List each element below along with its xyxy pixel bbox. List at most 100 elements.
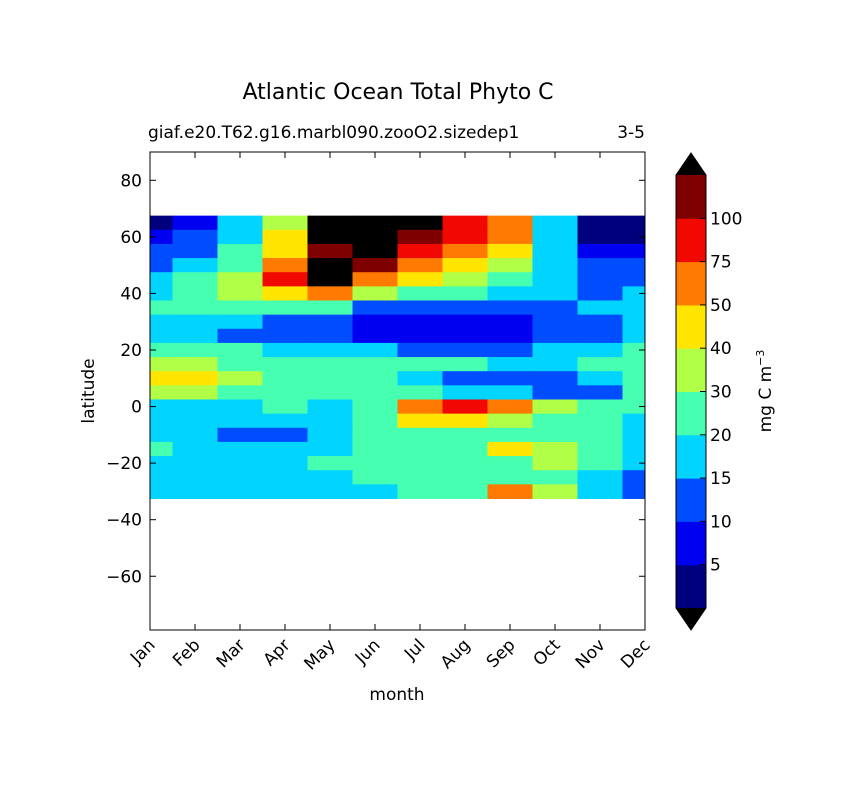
contour-cell (397, 258, 443, 273)
contour-cell (150, 357, 173, 372)
contour-cell (172, 272, 218, 287)
contour-cell (352, 229, 398, 245)
contour-cell (577, 286, 623, 301)
contour-cell (307, 385, 353, 400)
contour-cell (442, 272, 488, 287)
contour-field (150, 215, 645, 499)
contour-cell (172, 456, 218, 471)
colorbar-extend-under (676, 608, 706, 630)
contour-cell (217, 243, 263, 259)
contour-cell (532, 456, 578, 471)
contour-cell (532, 357, 578, 372)
contour-cell (577, 342, 623, 358)
y-tick-label: −60 (106, 567, 142, 587)
contour-cell (352, 470, 398, 485)
contour-cell (217, 456, 263, 471)
contour-cell (532, 470, 578, 485)
contour-cell (172, 258, 218, 273)
contour-cell (307, 300, 353, 316)
contour-cell (487, 456, 533, 471)
contour-cell (622, 300, 645, 316)
colorbar-segment (676, 304, 706, 349)
subtitle: 3-5 (617, 123, 645, 143)
colorbar-tick-label: 50 (710, 296, 732, 316)
contour-cell (150, 484, 173, 499)
contour-cell (217, 342, 263, 358)
x-tick-label: Jul (400, 635, 429, 664)
contour-cell (397, 314, 443, 330)
contour-cell (307, 314, 353, 330)
contour-cell (352, 385, 398, 400)
contour-cell (262, 215, 308, 231)
contour-cell (577, 243, 623, 259)
contour-cell (397, 371, 443, 386)
contour-cell (397, 215, 443, 231)
contour-cell (150, 399, 173, 415)
contour-cell (150, 243, 173, 259)
contour-cell (487, 229, 533, 245)
x-tick-label: Nov (572, 635, 610, 673)
contour-cell (262, 300, 308, 316)
contour-cell (217, 385, 263, 400)
contour-cell (217, 272, 263, 287)
contour-cell (150, 229, 173, 245)
contour-cell (172, 427, 218, 443)
contour-cell (622, 286, 645, 301)
contour-cell (577, 413, 623, 429)
contour-cell (307, 243, 353, 259)
contour-cell (397, 300, 443, 316)
contour-cell (577, 272, 623, 287)
colorbar-outline (675, 152, 707, 631)
contour-cell (577, 385, 623, 400)
contour-cell (397, 456, 443, 471)
contour-cell (487, 215, 533, 231)
contour-cell (262, 357, 308, 372)
contour-cell (217, 413, 263, 429)
colorbar-label: mg C m−3 (754, 350, 776, 433)
contour-cell (532, 300, 578, 316)
contour-cell (397, 243, 443, 259)
contour-cell (532, 413, 578, 429)
contour-cell (487, 258, 533, 273)
contour-cell (307, 427, 353, 443)
contour-cell (442, 413, 488, 429)
contour-cell (150, 215, 173, 231)
contour-cell (262, 328, 308, 344)
contour-cell (172, 286, 218, 301)
colorbar-tick-label: 15 (710, 469, 732, 489)
contour-cell (442, 243, 488, 259)
colorbar-segment (676, 564, 706, 609)
colorbar-segment (676, 434, 706, 479)
contour-cell (307, 258, 353, 273)
x-tick-label: Mar (213, 635, 250, 672)
contour-cell (622, 342, 645, 358)
contour-cell (307, 470, 353, 485)
contour-cell (217, 427, 263, 443)
contour-cell (352, 272, 398, 287)
contour-cell (622, 243, 645, 259)
y-tick-label: 20 (120, 341, 142, 361)
contour-cell (172, 342, 218, 358)
colorbar-segment (676, 478, 706, 522)
colorbar-tick-label: 20 (710, 426, 732, 446)
contour-cell (352, 215, 398, 231)
colorbar-segment (676, 348, 706, 392)
contour-cell (262, 258, 308, 273)
contour-cell (397, 229, 443, 245)
contour-cell (532, 229, 578, 245)
contour-cell (150, 272, 173, 287)
contour-cell (307, 371, 353, 386)
contour-cell (262, 272, 308, 287)
colorbar-tick-label: 75 (710, 253, 732, 273)
contour-cell (577, 484, 623, 499)
contour-cell (622, 427, 645, 443)
contour-cell (352, 456, 398, 471)
contour-cell (217, 399, 263, 415)
contour-cell (150, 300, 173, 316)
contour-cell (487, 427, 533, 443)
contour-cell (262, 243, 308, 259)
contour-cell (622, 385, 645, 400)
contour-cell (217, 470, 263, 485)
contour-cell (442, 456, 488, 471)
contour-cell (577, 328, 623, 344)
